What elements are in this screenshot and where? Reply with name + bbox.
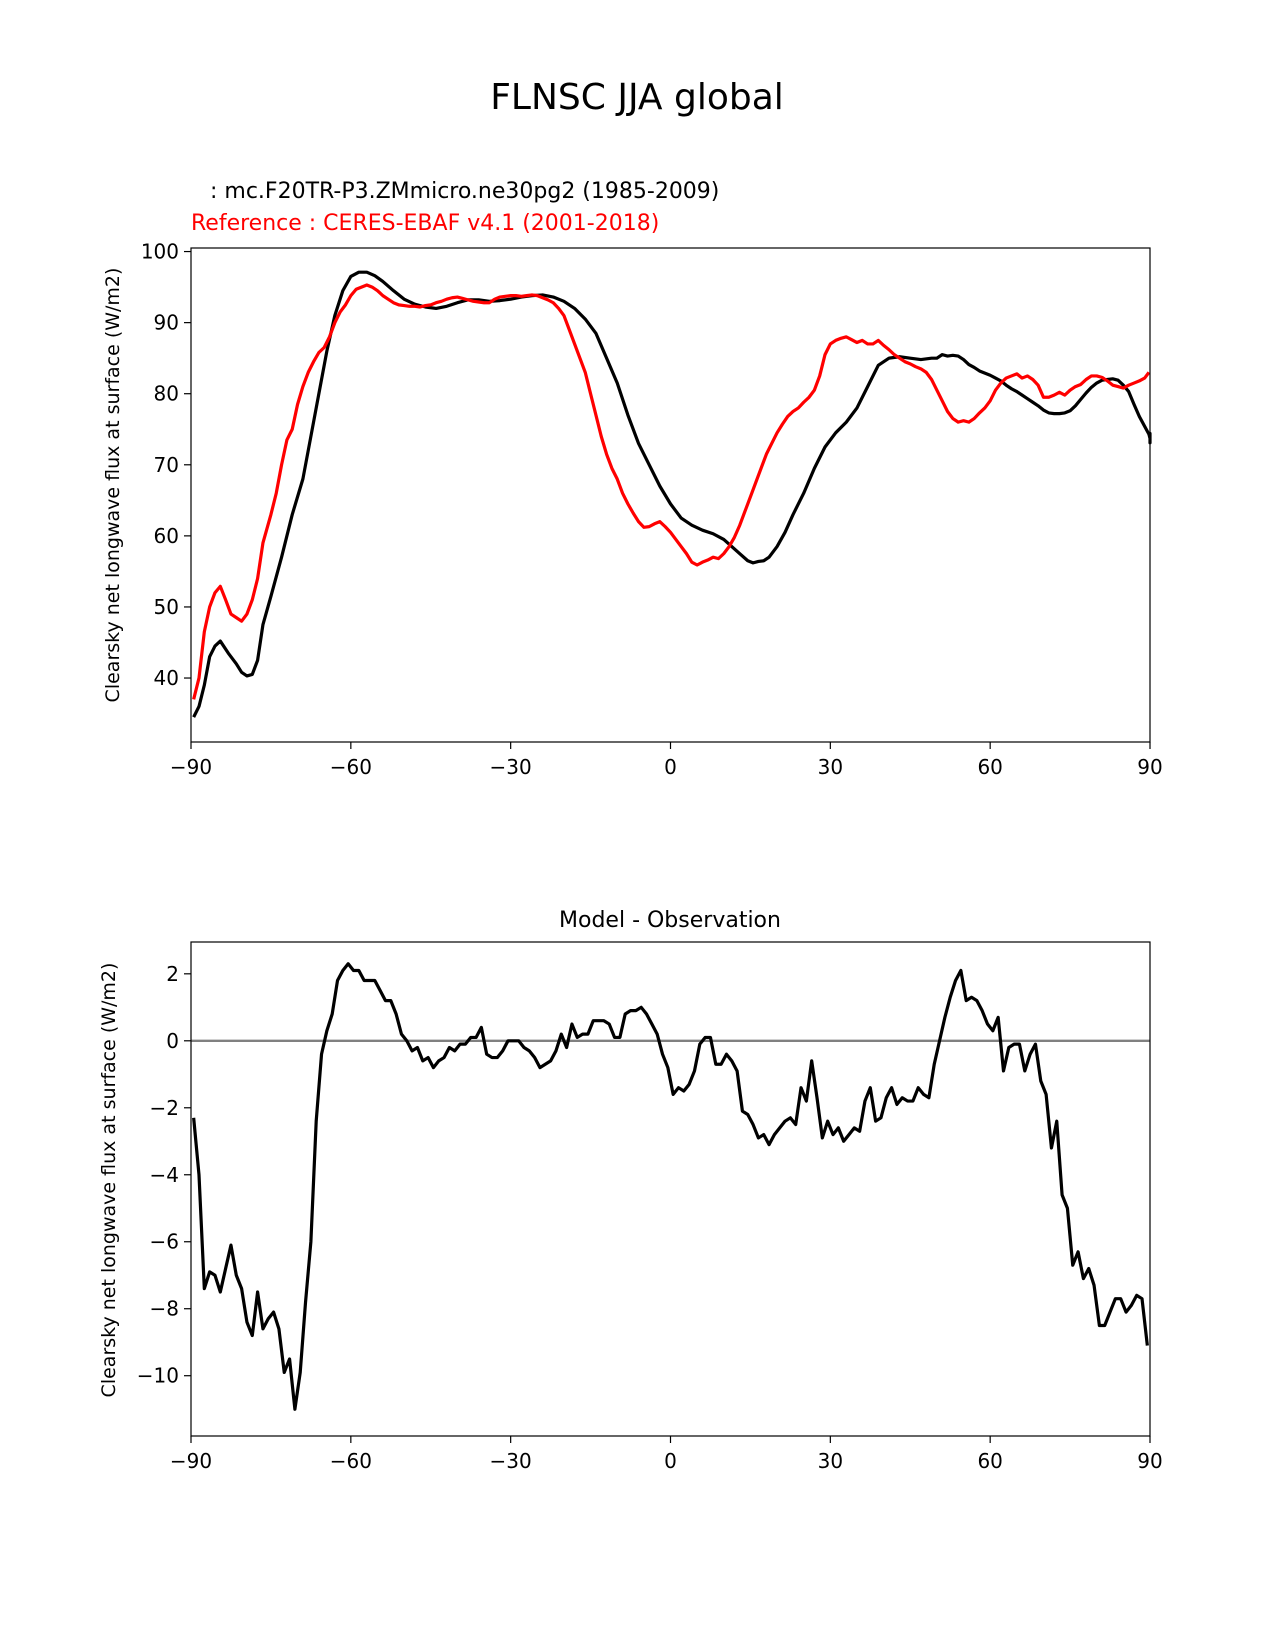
reference-title: Reference : CERES-EBAF v4.1 (2001-2018) <box>191 211 659 236</box>
y-tick-label: 70 <box>154 453 179 477</box>
x-tick-label: 0 <box>664 755 677 779</box>
top-panel: : mc.F20TR-P3.ZMmicro.ne30pg2 (1985-2009… <box>102 179 1163 779</box>
test-title: : mc.F20TR-P3.ZMmicro.ne30pg2 (1985-2009… <box>203 179 719 204</box>
test-series-line <box>192 270 1152 718</box>
bottom-plot-frame <box>190 941 1151 1437</box>
bottom-ylabel: Clearsky net longwave flux at surface (W… <box>98 963 120 1398</box>
difference-series-line <box>192 962 1149 1411</box>
bottom-series-group <box>192 962 1149 1411</box>
x-tick-label: −60 <box>330 755 372 779</box>
top-plot-frame <box>190 247 1151 743</box>
x-tick-label: 60 <box>977 1449 1002 1473</box>
x-tick-label: 30 <box>818 1449 843 1473</box>
x-tick-label: 60 <box>977 755 1002 779</box>
x-tick-label: 90 <box>1137 1449 1162 1473</box>
bottom-panel: Model - Observation Clearsky net longwav… <box>98 908 1163 1473</box>
y-tick-label: 60 <box>154 524 179 548</box>
y-tick-label: 40 <box>154 666 179 690</box>
bottom-title: Model - Observation <box>559 908 781 933</box>
y-tick-label: −10 <box>137 1364 179 1388</box>
y-tick-label: −4 <box>150 1163 179 1187</box>
y-tick-label: 50 <box>154 595 179 619</box>
x-tick-label: 0 <box>664 1449 677 1473</box>
figure-title: FLNSC JJA global <box>490 77 784 118</box>
top-series-group <box>192 270 1152 718</box>
x-tick-label: −90 <box>170 1449 212 1473</box>
x-tick-label: −30 <box>490 1449 532 1473</box>
top-ylabel: Clearsky net longwave flux at surface (W… <box>102 268 124 703</box>
x-tick-label: −90 <box>170 755 212 779</box>
y-tick-label: 90 <box>154 311 179 335</box>
reference-series-line <box>192 283 1151 700</box>
y-tick-label: 80 <box>154 382 179 406</box>
y-tick-label: −8 <box>150 1297 179 1321</box>
y-tick-label: 0 <box>166 1029 179 1053</box>
y-tick-label: 2 <box>166 962 179 986</box>
top-ticks-group: −90 −60 −30 0 30 60 90 40 50 60 70 80 90 100 <box>141 240 1163 779</box>
y-tick-label: −2 <box>150 1096 179 1120</box>
bottom-ticks-group: −90 −60 −30 0 30 60 90 −10 −8 −6 −4 −2 0 2 <box>137 962 1163 1473</box>
x-tick-label: 90 <box>1137 755 1162 779</box>
x-tick-label: −30 <box>490 755 532 779</box>
y-tick-label: −6 <box>150 1230 179 1254</box>
x-tick-label: 30 <box>818 755 843 779</box>
y-tick-label: 100 <box>141 240 179 264</box>
x-tick-label: −60 <box>330 1449 372 1473</box>
